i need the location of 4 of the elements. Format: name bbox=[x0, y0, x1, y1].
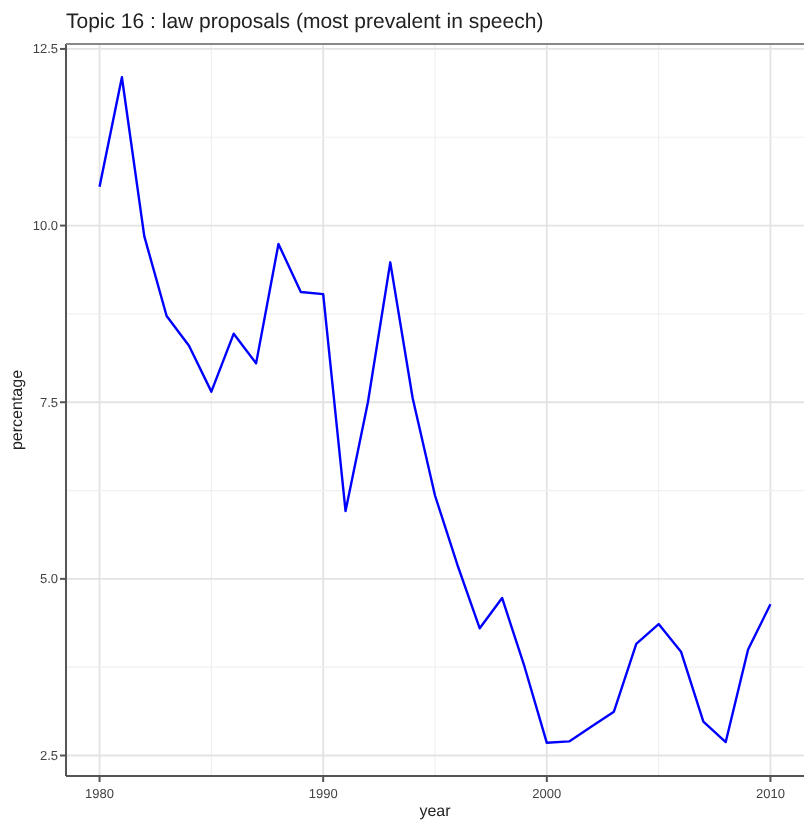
y-axis-title: percentage bbox=[8, 368, 26, 451]
chart-title: Topic 16 : law proposals (most prevalent in speech) bbox=[66, 10, 544, 34]
x-axis-title: year bbox=[419, 802, 452, 820]
line-series bbox=[98, 76, 772, 744]
